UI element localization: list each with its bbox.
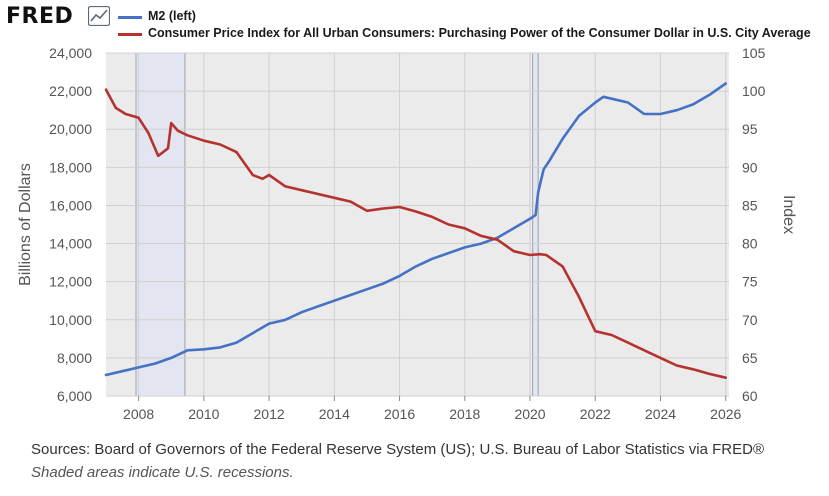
- y-axis-label-right: Index: [780, 195, 797, 234]
- graph-icon: [88, 6, 110, 26]
- x-tick-label: 2012: [254, 406, 285, 422]
- y-tick-label-right: 60: [742, 388, 758, 404]
- y-tick-label-right: 70: [742, 312, 758, 328]
- y-tick-label-left: 24,000: [49, 45, 92, 61]
- y-tick-label-right: 95: [742, 121, 758, 137]
- chart-sources: Sources: Board of Governors of the Feder…: [31, 441, 765, 458]
- y-tick-label-left: 20,000: [49, 121, 92, 137]
- x-tick-label: 2010: [188, 406, 219, 422]
- y-tick-label-left: 10,000: [49, 312, 92, 328]
- y-tick-label-right: 90: [742, 159, 758, 175]
- y-tick-label-left: 22,000: [49, 83, 92, 99]
- line-chart: 6,000 8,000 10,000 12,000 14,000 16,000 18,000…: [17, 45, 797, 422]
- series-line-m2: [104, 82, 728, 377]
- y-tick-label-left: 6,000: [57, 388, 92, 404]
- y-tick-label-left: 12,000: [49, 274, 92, 290]
- x-tick-label: 2016: [384, 406, 415, 422]
- x-tick-label: 2024: [645, 406, 676, 422]
- plot-area: [106, 53, 729, 396]
- y-axis-label-left: Billions of Dollars: [17, 163, 34, 286]
- y-tick-label-left: 8,000: [57, 350, 92, 366]
- recession-band: [135, 52, 186, 397]
- y-tick-label-right: 105: [742, 45, 766, 61]
- chart-header: FRED M2 (left) Consumer Price Index for …: [0, 0, 829, 46]
- x-tick-label: 2022: [580, 406, 611, 422]
- x-tick-label: 2008: [123, 406, 154, 422]
- recession-note: Shaded areas indicate U.S. recessions.: [31, 464, 294, 481]
- y-tick-label-left: 14,000: [49, 236, 92, 252]
- legend-swatch-cpi: [118, 33, 142, 36]
- y-tick-label-right: 100: [742, 83, 766, 99]
- x-tick-label: 2026: [710, 406, 741, 422]
- y-tick-label-right: 85: [742, 197, 758, 213]
- recession-band: [532, 52, 539, 397]
- legend-swatch-m2: [118, 16, 142, 19]
- fred-logo[interactable]: FRED: [6, 4, 74, 29]
- y-tick-label-left: 16,000: [49, 197, 92, 213]
- y-tick-label-right: 75: [742, 274, 758, 290]
- x-tick-label: 2014: [319, 406, 350, 422]
- y-tick-label-right: 65: [742, 350, 758, 366]
- x-tick-label: 2018: [449, 406, 480, 422]
- y-tick-label-left: 18,000: [49, 159, 92, 175]
- legend-label-m2: M2 (left): [148, 9, 196, 23]
- y-tick-label-right: 80: [742, 236, 758, 252]
- series-line-cpi: [104, 88, 728, 380]
- legend-label-cpi: Consumer Price Index for All Urban Consu…: [148, 26, 811, 40]
- x-tick-label: 2020: [514, 406, 545, 422]
